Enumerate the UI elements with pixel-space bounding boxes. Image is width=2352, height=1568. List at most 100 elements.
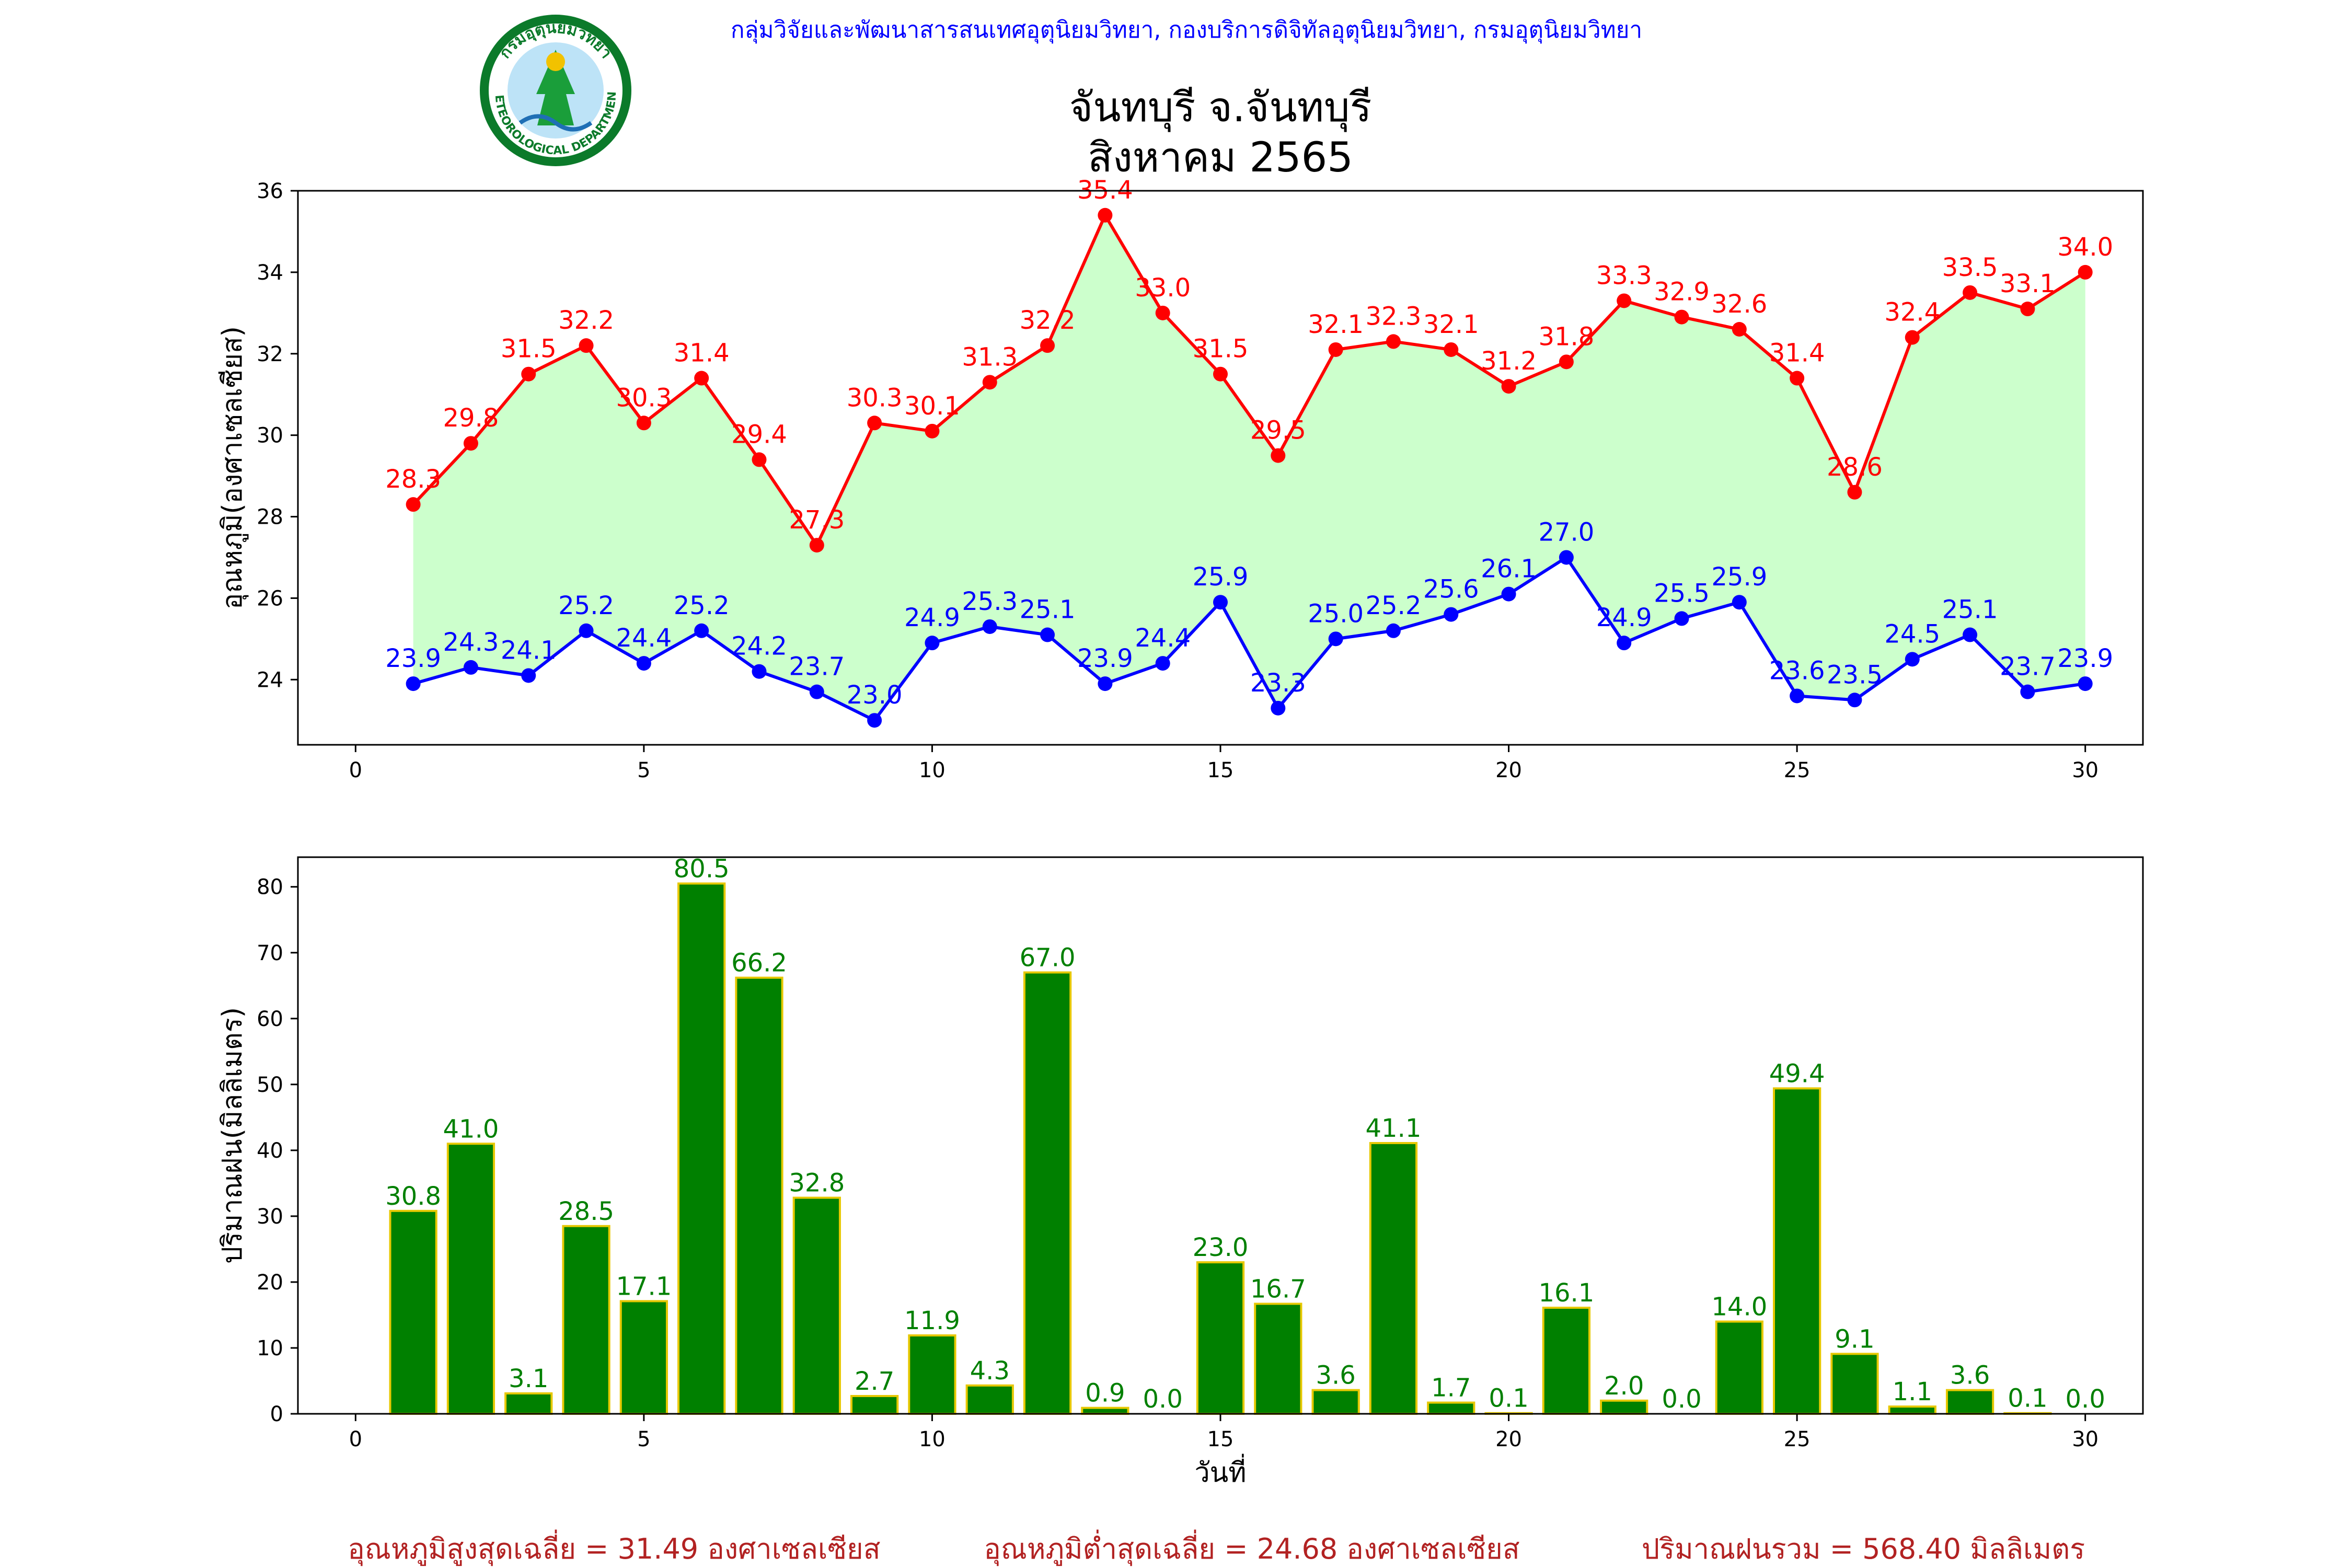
rain-bar (1023, 971, 1072, 1415)
temp-y-tick-label: 32 (257, 342, 283, 366)
rain-bar-label: 2.0 (1604, 1371, 1644, 1401)
max-temp-point (1040, 338, 1055, 353)
min-temp-point (463, 660, 478, 675)
min-temp-label: 24.3 (443, 628, 499, 657)
min-temp-point (1674, 611, 1689, 626)
max-temp-point (752, 452, 767, 467)
max-temp-label: 30.1 (904, 391, 960, 421)
rain-bar-label: 0.9 (1085, 1379, 1125, 1408)
min-temp-label: 23.7 (789, 652, 845, 682)
min-temp-point (982, 619, 997, 634)
rain-y-tick-label: 80 (257, 875, 283, 900)
min-temp-point (1271, 700, 1286, 716)
rain-y-axis-label: ปริมาณฝน(มิลลิเมตร) (217, 1007, 248, 1264)
min-temp-point (867, 713, 882, 728)
rain-bar (504, 1392, 553, 1415)
rain-bar (1773, 1087, 1821, 1415)
rain-bar (1542, 1307, 1590, 1415)
rain-bar-label: 0.1 (2008, 1384, 2047, 1413)
max-temp-label: 29.4 (731, 420, 787, 449)
rain-bar-label: 2.7 (855, 1367, 894, 1396)
min-temp-label: 24.4 (1135, 624, 1191, 653)
temp-y-tick-label: 26 (257, 586, 283, 610)
min-temp-point (1501, 586, 1516, 602)
rain-x-tick-label: 30 (2072, 1427, 2099, 1451)
rain-y-tick-label: 40 (257, 1139, 283, 1163)
max-temp-point (1501, 379, 1516, 394)
rain-bar-label: 49.4 (1769, 1059, 1825, 1088)
min-temp-point (1213, 595, 1228, 610)
rain-bar-label: 14.0 (1711, 1293, 1767, 1322)
temp-y-axis-label: อุณหภูมิ(องศาเซลเซียส) (217, 326, 249, 609)
min-temp-point (406, 676, 421, 691)
max-temp-point (1617, 293, 1632, 308)
max-temp-label: 33.1 (2000, 269, 2056, 298)
max-temp-point (1213, 366, 1228, 382)
rain-bar-label: 16.1 (1538, 1278, 1594, 1308)
rain-bar (1945, 1389, 1994, 1415)
min-temp-point (1732, 595, 1747, 610)
max-temp-label: 30.3 (847, 383, 903, 412)
min-temp-point (2020, 684, 2035, 699)
temp-y-tick-label: 34 (257, 261, 283, 285)
min-temp-label: 24.9 (904, 603, 960, 632)
max-temp-label: 33.0 (1135, 273, 1191, 303)
min-temp-point (1386, 623, 1401, 638)
temp-y-tick-label: 36 (257, 179, 283, 203)
max-temp-label: 30.3 (616, 383, 672, 412)
max-temp-point (1905, 330, 1920, 345)
min-temp-line (412, 555, 2086, 723)
min-temp-label: 24.1 (501, 636, 557, 665)
temp-x-tick-label: 25 (1784, 758, 1811, 782)
max-temp-point (1328, 342, 1343, 357)
rain-bar-label: 3.6 (1316, 1361, 1355, 1390)
rain-y-tick-label: 70 (257, 941, 283, 965)
min-temp-point (1098, 676, 1113, 691)
rain-bar (850, 1394, 899, 1415)
max-temp-label: 33.3 (1596, 261, 1652, 290)
min-temp-label: 23.9 (1077, 644, 1133, 673)
min-temp-point (809, 684, 824, 699)
rain-bar-label: 3.6 (1950, 1361, 1990, 1390)
footer-avg-max: อุณหภูมิสูงสุดเฉลี่ย = 31.49 องศาเซลเซีย… (348, 1529, 880, 1566)
rain-bar-label: 11.9 (904, 1306, 960, 1335)
rain-bar (1888, 1405, 1936, 1415)
max-temp-point (463, 436, 478, 451)
rain-bar (1311, 1389, 1360, 1415)
max-temp-point (1790, 371, 1805, 386)
temp-x-tick-label: 0 (349, 758, 362, 782)
max-temp-point (1963, 285, 1978, 300)
min-temp-point (1617, 636, 1632, 651)
max-temp-point (809, 538, 824, 553)
rain-y-tick-label: 10 (257, 1336, 283, 1361)
rain-bar-label: 41.1 (1366, 1114, 1422, 1143)
max-temp-point (1444, 342, 1459, 357)
max-temp-label: 32.6 (1711, 290, 1767, 319)
temp-x-tick-label: 20 (1495, 758, 1522, 782)
max-temp-label: 31.8 (1538, 322, 1594, 351)
rain-y-tick-label: 50 (257, 1073, 283, 1097)
min-temp-label: 24.2 (731, 632, 787, 661)
min-temp-label: 27.0 (1538, 517, 1594, 547)
min-temp-point (1790, 688, 1805, 704)
min-temp-label: 23.3 (1250, 668, 1306, 698)
rain-bar (1600, 1399, 1648, 1415)
rain-bar (1427, 1401, 1475, 1415)
footer-total-rain: ปริมาณฝนรวม = 568.40 มิลลิเมตร (1642, 1532, 2085, 1565)
rain-bar-label: 67.0 (1020, 943, 1076, 973)
min-temp-label: 25.1 (1020, 595, 1076, 625)
rain-y-tick-label: 0 (270, 1402, 283, 1426)
min-temp-label: 23.6 (1769, 656, 1825, 685)
max-temp-point (982, 375, 997, 390)
min-temp-label: 23.7 (2000, 652, 2056, 682)
max-temp-label: 33.5 (1942, 253, 1998, 282)
rain-bar (735, 976, 783, 1415)
max-temp-point (867, 416, 882, 431)
min-temp-label: 24.9 (1596, 603, 1652, 632)
rain-bar-label: 16.7 (1250, 1275, 1306, 1304)
max-temp-point (925, 423, 940, 439)
max-temp-label: 32.1 (1423, 310, 1479, 339)
rain-x-tick-label: 5 (637, 1427, 650, 1451)
max-temp-label: 32.2 (1020, 306, 1076, 335)
